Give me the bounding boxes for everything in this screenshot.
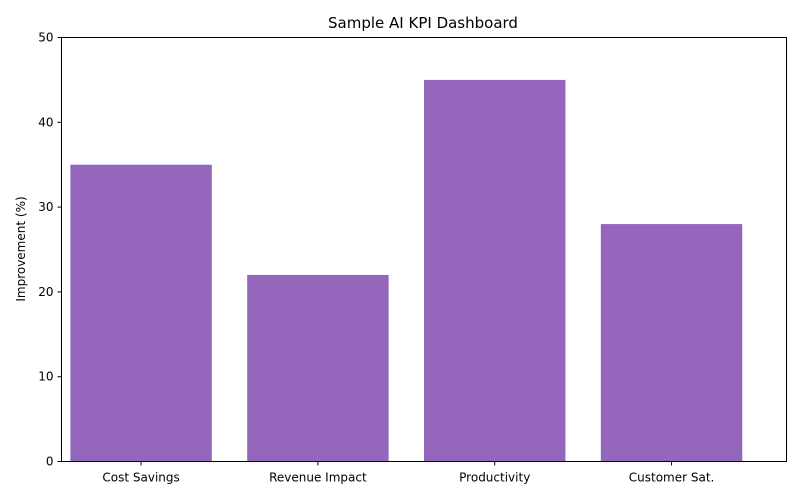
bar-productivity xyxy=(424,79,566,462)
plot-frame xyxy=(61,37,787,462)
x-tick-label: Cost Savings xyxy=(102,471,179,485)
y-axis-title: Improvement (%) xyxy=(14,196,28,301)
y-tick-label: 0 xyxy=(46,455,54,469)
y-tick-label: 30 xyxy=(38,200,53,214)
x-tick-label: Revenue Impact xyxy=(269,471,367,485)
chart-title: Sample AI KPI Dashboard xyxy=(328,14,518,32)
bar-customer-sat xyxy=(600,224,743,462)
y-tick-label: 10 xyxy=(38,370,53,384)
bar-revenue-impact xyxy=(247,274,389,462)
y-tick-label: 20 xyxy=(38,285,53,299)
y-tick-label: 40 xyxy=(38,115,53,129)
y-tick-label: 50 xyxy=(38,31,53,45)
x-tick-label: Productivity xyxy=(459,471,530,485)
y-ticks-group: 0 10 20 30 40 50 xyxy=(38,31,62,469)
x-ticks-group: Cost Savings Revenue Impact Productivity Cu… xyxy=(102,461,715,485)
bar-cost-savings xyxy=(70,164,212,462)
bars-group xyxy=(70,79,743,462)
x-tick-label: Customer Sat. xyxy=(629,471,715,485)
